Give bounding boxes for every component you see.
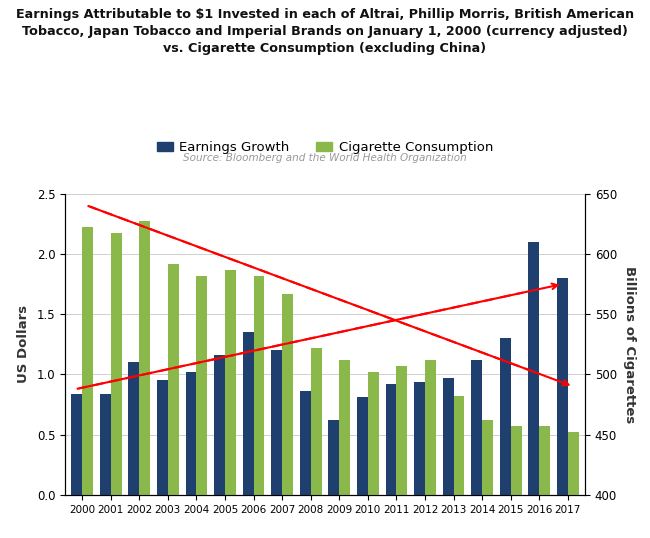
- Text: Source: Bloomberg and the World Health Organization: Source: Bloomberg and the World Health O…: [183, 153, 467, 164]
- Bar: [425, 360, 436, 495]
- Bar: [214, 355, 225, 495]
- Bar: [82, 228, 93, 495]
- Bar: [368, 372, 379, 495]
- Bar: [282, 294, 293, 495]
- Bar: [225, 270, 236, 495]
- Bar: [157, 380, 168, 495]
- Bar: [300, 391, 311, 495]
- Legend: Earnings Growth, Cigarette Consumption: Earnings Growth, Cigarette Consumption: [152, 136, 498, 159]
- Bar: [500, 338, 511, 495]
- Bar: [482, 420, 493, 495]
- Y-axis label: US Dollars: US Dollars: [17, 305, 30, 384]
- Bar: [111, 233, 122, 495]
- Bar: [454, 396, 465, 495]
- Bar: [396, 366, 408, 495]
- Bar: [511, 426, 521, 495]
- Text: Earnings Attributable to $1 Invested in each of Altrai, Phillip Morris, British : Earnings Attributable to $1 Invested in …: [16, 8, 634, 55]
- Bar: [196, 275, 207, 495]
- Bar: [242, 332, 254, 495]
- Bar: [168, 264, 179, 495]
- Bar: [129, 363, 139, 495]
- Bar: [185, 372, 196, 495]
- Bar: [568, 433, 578, 495]
- Bar: [443, 378, 454, 495]
- Bar: [339, 360, 350, 495]
- Bar: [540, 426, 550, 495]
- Bar: [414, 381, 425, 495]
- Bar: [557, 278, 568, 495]
- Y-axis label: Billions of Cigarettes: Billions of Cigarettes: [623, 266, 636, 423]
- Bar: [528, 242, 539, 495]
- Bar: [385, 384, 396, 495]
- Bar: [471, 360, 482, 495]
- Bar: [311, 348, 322, 495]
- Bar: [328, 420, 339, 495]
- Bar: [254, 275, 265, 495]
- Bar: [72, 394, 82, 495]
- Bar: [271, 350, 282, 495]
- Bar: [357, 398, 368, 495]
- Bar: [139, 222, 150, 495]
- Bar: [100, 394, 110, 495]
